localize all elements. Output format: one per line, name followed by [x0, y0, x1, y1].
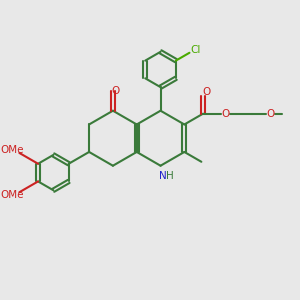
- Text: Cl: Cl: [190, 45, 201, 55]
- Text: OMe: OMe: [1, 146, 24, 155]
- Text: O: O: [203, 87, 211, 97]
- Text: O: O: [112, 86, 120, 96]
- Text: O: O: [267, 109, 275, 119]
- Text: H: H: [167, 170, 174, 181]
- Text: N: N: [159, 170, 167, 181]
- Text: OMe: OMe: [1, 190, 24, 200]
- Text: O: O: [221, 109, 230, 119]
